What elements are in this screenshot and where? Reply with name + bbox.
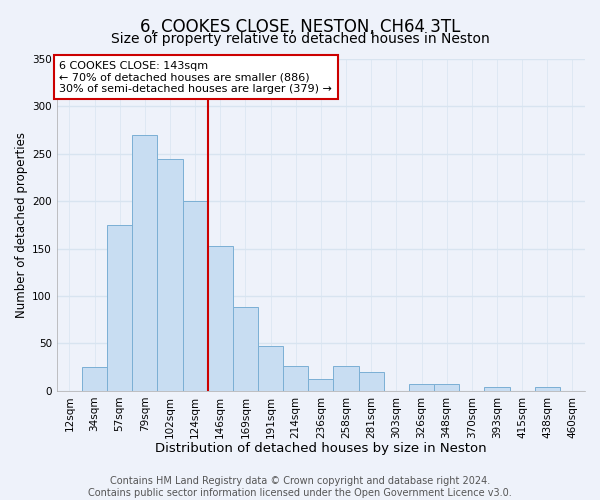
Bar (182, 201, 208, 391)
Bar (409, 384, 434, 391)
Bar (107, 225, 132, 391)
Bar (157, 158, 182, 391)
Text: Contains HM Land Registry data © Crown copyright and database right 2024.
Contai: Contains HM Land Registry data © Crown c… (88, 476, 512, 498)
Text: 6, COOKES CLOSE, NESTON, CH64 3TL: 6, COOKES CLOSE, NESTON, CH64 3TL (140, 18, 460, 36)
Bar (132, 135, 157, 391)
Bar (308, 378, 334, 391)
Bar (434, 384, 459, 391)
Bar (359, 372, 384, 391)
X-axis label: Distribution of detached houses by size in Neston: Distribution of detached houses by size … (155, 442, 487, 455)
Bar (484, 387, 509, 391)
Bar (334, 366, 359, 391)
Bar (208, 246, 233, 391)
Text: 6 COOKES CLOSE: 143sqm
← 70% of detached houses are smaller (886)
30% of semi-de: 6 COOKES CLOSE: 143sqm ← 70% of detached… (59, 60, 332, 94)
Bar (283, 366, 308, 391)
Bar (258, 346, 283, 391)
Bar (233, 308, 258, 391)
Bar (535, 387, 560, 391)
Bar (82, 367, 107, 391)
Y-axis label: Number of detached properties: Number of detached properties (15, 132, 28, 318)
Text: Size of property relative to detached houses in Neston: Size of property relative to detached ho… (110, 32, 490, 46)
